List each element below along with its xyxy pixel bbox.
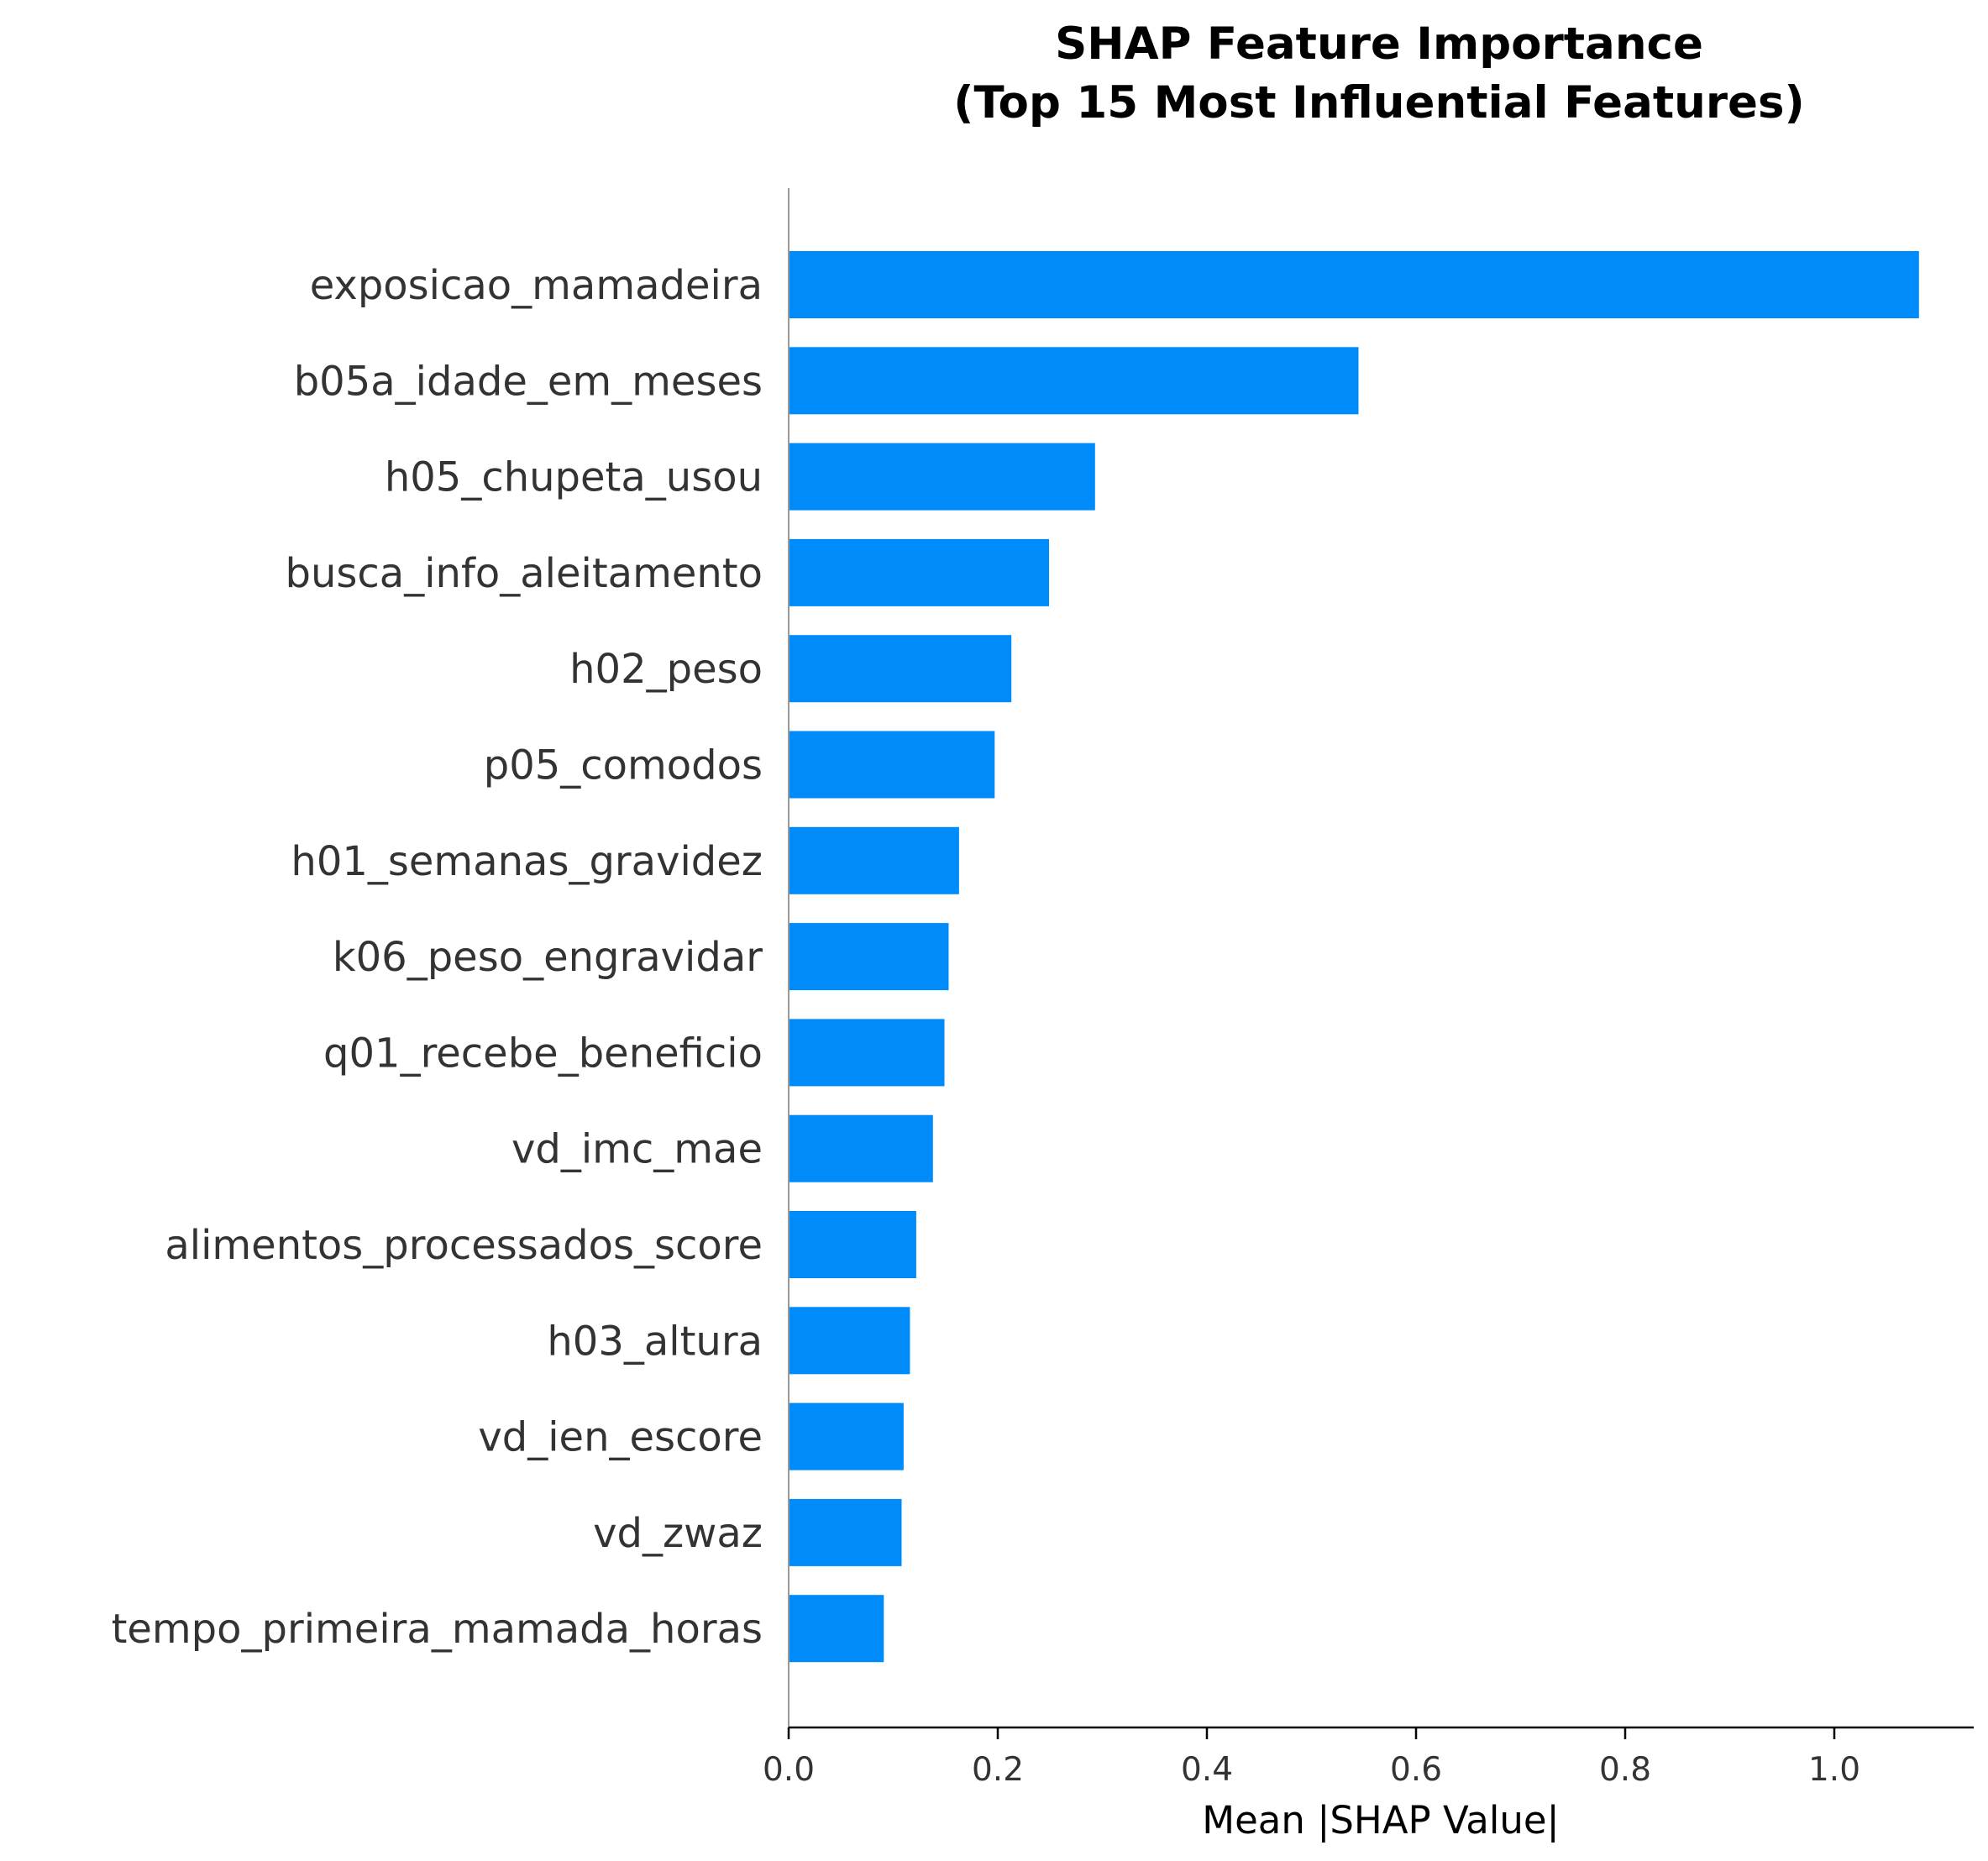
x-tick-label-0.2: 0.2: [972, 1751, 1024, 1789]
feature-label-q01_recebe_beneficio: q01_recebe_beneficio: [323, 1030, 763, 1077]
feature-labels-group: exposicao_mamadeira b05a_idade_em_meses h0…: [112, 262, 763, 1653]
bar-h02_peso: [789, 635, 1012, 703]
bar-exposicao_mamadeira: [789, 251, 1919, 318]
x-tick-label-0.0: 0.0: [763, 1751, 815, 1789]
bar-vd_zwaz: [789, 1498, 902, 1566]
x-tick-label-0.8: 0.8: [1599, 1751, 1651, 1789]
feature-label-h02_peso: h02_peso: [569, 646, 763, 693]
chart-title-line-1: SHAP Feature Importance: [1055, 18, 1703, 70]
x-tick-label-1.0: 1.0: [1808, 1751, 1860, 1789]
feature-label-p05_comodos: p05_comodos: [484, 742, 763, 789]
feature-label-h01_semanas_gravidez: h01_semanas_gravidez: [291, 838, 763, 885]
feature-label-exposicao_mamadeira: exposicao_mamadeira: [310, 262, 763, 309]
x-tick-label-0.4: 0.4: [1181, 1751, 1233, 1789]
bar-k06_peso_engravidar: [789, 923, 949, 991]
feature-label-vd_imc_mae: vd_imc_mae: [511, 1126, 763, 1173]
bar-alimentos_processados_score: [789, 1211, 916, 1278]
bar-h03_altura: [789, 1307, 910, 1375]
bar-q01_recebe_beneficio: [789, 1019, 945, 1087]
feature-label-h03_altura: h03_altura: [547, 1318, 763, 1365]
bar-vd_ien_escore: [789, 1402, 904, 1470]
bar-p05_comodos: [789, 731, 995, 799]
bar-vd_imc_mae: [789, 1114, 933, 1182]
feature-label-busca_info_aleitamento: busca_info_aleitamento: [286, 550, 763, 597]
feature-label-k06_peso_engravidar: k06_peso_engravidar: [333, 934, 763, 981]
feature-label-h05_chupeta_usou: h05_chupeta_usou: [385, 454, 763, 501]
feature-label-tempo_primeira_mamada_horas: tempo_primeira_mamada_horas: [112, 1606, 763, 1653]
chart-title-line-2: (Top 15 Most Influential Features): [953, 77, 1805, 128]
x-ticks-group: 0.0 0.2 0.4 0.6 0.8 1.0: [763, 1727, 1860, 1789]
bar-busca_info_aleitamento: [789, 538, 1049, 606]
bar-h05_chupeta_usou: [789, 443, 1095, 511]
x-axis-label: Mean |SHAP Value|: [1202, 1798, 1559, 1843]
bar-b05a_idade_em_meses: [789, 347, 1359, 415]
bars-group: [789, 251, 1919, 1663]
bar-h01_semanas_gravidez: [789, 826, 959, 894]
x-tick-label-0.6: 0.6: [1390, 1751, 1442, 1789]
feature-label-b05a_idade_em_meses: b05a_idade_em_meses: [294, 358, 763, 405]
feature-label-alimentos_processados_score: alimentos_processados_score: [165, 1222, 763, 1269]
feature-label-vd_zwaz: vd_zwaz: [593, 1510, 763, 1557]
bar-tempo_primeira_mamada_horas: [789, 1595, 884, 1663]
feature-label-vd_ien_escore: vd_ien_escore: [478, 1414, 763, 1461]
